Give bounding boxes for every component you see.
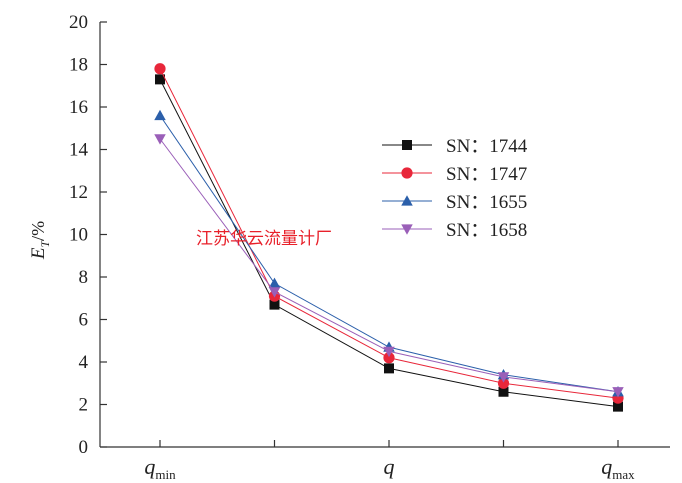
y-tick-label: 0 (79, 437, 89, 458)
y-ticks: 0 2 4 6 8 10 12 14 16 18 20 (69, 12, 107, 458)
y-tick-label: 2 (79, 395, 89, 416)
y-tick-label: 6 (79, 310, 89, 331)
marker-triangle-up (401, 195, 413, 206)
watermark-text: 江苏华云流量计厂 (196, 229, 332, 249)
x-ticks: qmin q qmax (144, 440, 635, 482)
legend-label: SN：1747 (446, 164, 527, 185)
marker-triangle-down (497, 372, 510, 383)
legend-label: SN：1655 (446, 192, 527, 213)
y-axis-label: ET/% (28, 221, 52, 260)
y-tick-label: 16 (69, 97, 88, 118)
y-tick-label: 4 (79, 352, 89, 373)
marker-triangle-down (268, 287, 281, 298)
marker-triangle-down (401, 224, 413, 235)
series-1 (155, 74, 623, 412)
y-tick-label: 10 (69, 225, 88, 246)
marker-square (384, 363, 394, 374)
y-axis-title: ET/% (28, 221, 52, 260)
marker-circle (497, 377, 510, 389)
y-tick-label: 18 (69, 55, 88, 76)
x-tick-label: qmax (601, 454, 635, 482)
marker-circle (383, 352, 395, 364)
marker-triangle-down (383, 346, 395, 358)
y-tick-label: 20 (69, 12, 88, 33)
marker-triangle-down (612, 387, 624, 398)
marker-triangle-up (154, 109, 166, 121)
y-tick-label: 14 (69, 140, 89, 161)
marker-square (269, 299, 280, 310)
marker-square (155, 74, 165, 85)
marker-circle (154, 63, 166, 75)
marker-square (402, 140, 412, 150)
marker-square (498, 386, 509, 397)
x-tick-label: qmin (144, 454, 176, 482)
legend-entry: SN：1655 (382, 192, 527, 213)
legend-label: SN：1658 (446, 220, 527, 241)
legend-entry: SN：1744 (382, 136, 528, 157)
legend-entry: SN：1658 (382, 220, 527, 241)
y-tick-label: 12 (69, 182, 88, 203)
series-group (154, 63, 624, 412)
legend-label: SN：1744 (446, 136, 528, 157)
legend-entry: SN：1747 (382, 164, 527, 185)
series-4 (154, 134, 624, 398)
marker-triangle-up (268, 277, 281, 288)
marker-triangle-down (154, 134, 166, 145)
y-tick-label: 8 (79, 267, 89, 288)
marker-square (613, 401, 623, 412)
legend: SN：1744 SN：1747 SN：1655 SN：1658 (382, 136, 528, 241)
x-tick-label: q (384, 454, 395, 479)
axes (99, 22, 670, 448)
marker-circle (401, 167, 413, 179)
